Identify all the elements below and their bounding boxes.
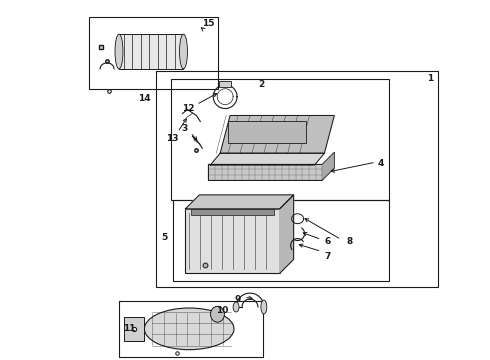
Polygon shape	[185, 195, 294, 209]
Ellipse shape	[233, 302, 239, 312]
Ellipse shape	[261, 300, 267, 314]
Polygon shape	[322, 152, 334, 180]
Text: 12: 12	[182, 104, 195, 113]
Text: 2: 2	[259, 80, 265, 89]
Bar	[219, 81, 231, 87]
Text: 15: 15	[202, 19, 215, 28]
Ellipse shape	[115, 34, 123, 69]
Bar	[172, 200, 389, 281]
Bar	[192, 209, 274, 215]
Bar	[228, 121, 306, 143]
Text: 6: 6	[324, 237, 330, 246]
Bar	[156, 71, 439, 287]
Text: 11: 11	[122, 324, 135, 333]
Text: 13: 13	[166, 134, 179, 143]
Bar	[119, 34, 183, 69]
Polygon shape	[220, 116, 334, 153]
Text: 10: 10	[216, 306, 228, 315]
Ellipse shape	[145, 308, 234, 350]
Bar	[119, 301, 263, 357]
Text: 8: 8	[346, 237, 352, 246]
Text: 7: 7	[324, 252, 331, 261]
Bar	[208, 164, 322, 180]
Bar	[89, 17, 218, 89]
Text: 14: 14	[139, 94, 151, 103]
Ellipse shape	[211, 306, 224, 322]
Bar	[124, 317, 144, 341]
Text: 3: 3	[181, 124, 188, 133]
Text: 5: 5	[162, 233, 168, 242]
Polygon shape	[280, 195, 294, 273]
Text: 9: 9	[235, 294, 241, 303]
Bar	[171, 79, 389, 200]
Text: 4: 4	[378, 159, 384, 168]
Ellipse shape	[179, 34, 188, 69]
Text: 1: 1	[427, 74, 434, 83]
Polygon shape	[210, 153, 324, 165]
Bar	[185, 209, 280, 273]
